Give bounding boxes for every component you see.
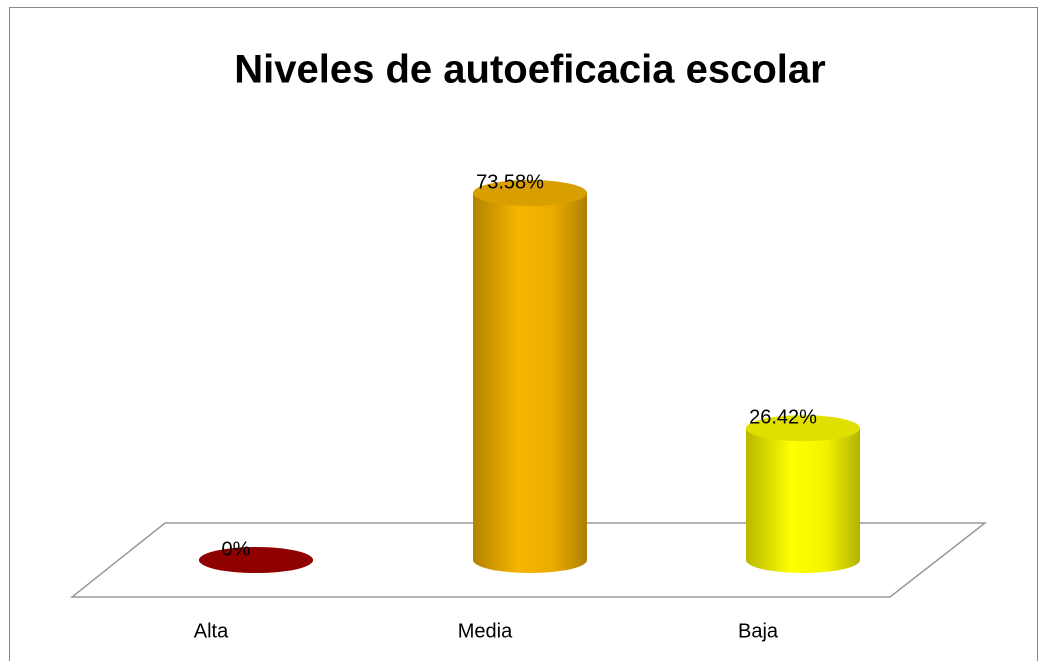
value-label: 73.58% [476, 171, 544, 193]
value-label: 0% [222, 538, 251, 560]
chart-title: Niveles de autoeficacia escolar [234, 48, 825, 92]
x-tick-label: Baja [738, 620, 779, 642]
cylinder-top [746, 415, 860, 442]
cylinder-shade [746, 428, 860, 573]
value-label: 26.42% [749, 407, 817, 429]
x-tick-label: Alta [194, 620, 229, 642]
cylinder-top [199, 547, 313, 573]
cylinder-top-shade [746, 415, 860, 442]
cylinder-top-shade [473, 180, 587, 206]
cylinder-shade [473, 193, 587, 573]
cylinder [199, 547, 313, 573]
cylinder [473, 180, 587, 573]
cylinder-top-shade [199, 547, 313, 573]
cylinder [746, 415, 860, 573]
cylinder-top [473, 180, 587, 206]
x-tick-label: Media [458, 620, 513, 642]
